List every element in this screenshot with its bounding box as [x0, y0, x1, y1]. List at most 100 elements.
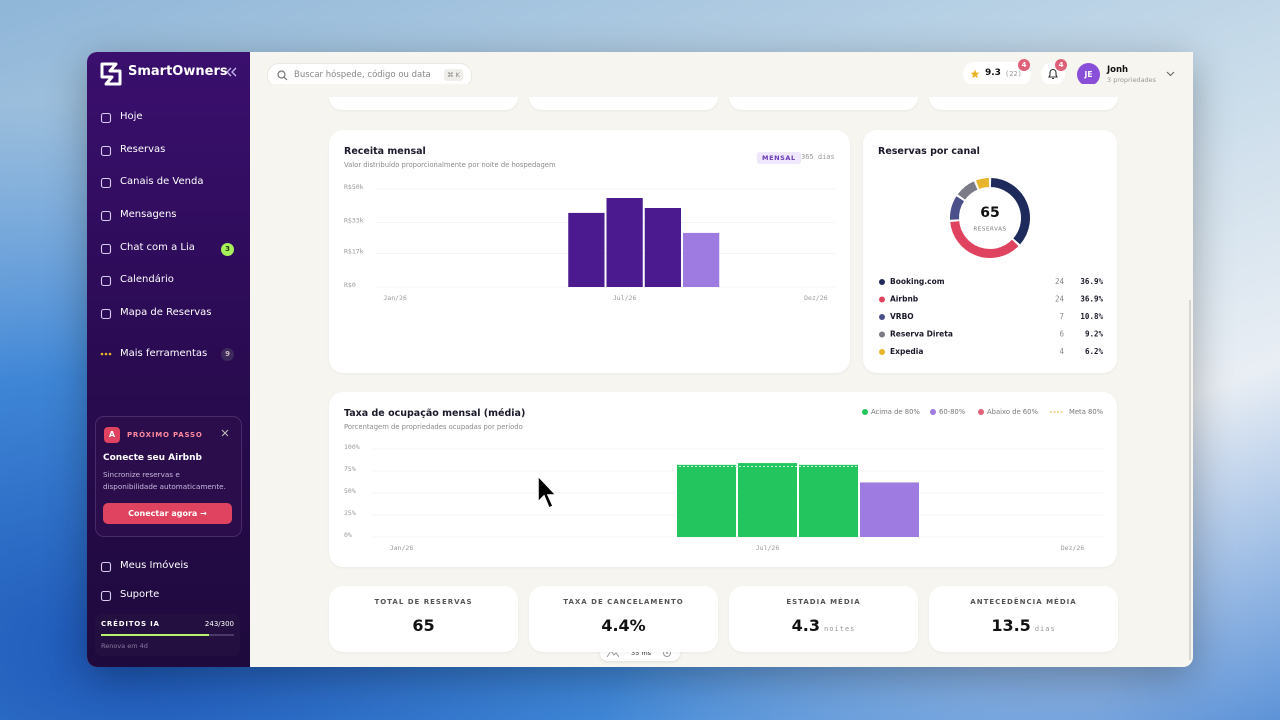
nav-label[interactable]: Calendário: [120, 274, 174, 285]
bar: [677, 464, 736, 537]
legend-label: Abaixo de 60%: [987, 408, 1038, 416]
donut-segment: [950, 220, 1019, 258]
logo: [100, 62, 122, 86]
icon: [100, 177, 112, 189]
nav-label[interactable]: Suporte: [120, 589, 160, 600]
donut-label: RESERVAS: [973, 227, 1006, 233]
scrollbar: [1189, 300, 1191, 660]
channel-name: Airbnb: [890, 295, 919, 304]
credits-label: CRÉDITOS IA: [101, 620, 160, 628]
icon: [100, 308, 112, 320]
stat-label: ANTECEDÊNCIA MÉDIA: [970, 598, 1077, 606]
nav-label[interactable]: Canais de Venda: [120, 176, 204, 187]
legend-label: Meta 80%: [1069, 408, 1104, 416]
search-placeholder: Buscar hóspede, código ou data: [294, 70, 431, 80]
channel-name: Booking.com: [890, 277, 945, 286]
period-badge[interactable]: MENSAL: [757, 152, 801, 164]
channel-name: VRBO: [890, 312, 914, 321]
y-tick-label: 50%: [344, 487, 356, 495]
stat-number: 4.3: [791, 616, 821, 635]
donut-segment: [950, 196, 965, 220]
channel-share: 36.9%: [1080, 295, 1103, 304]
x-tick-label: Jul/26: [613, 294, 637, 302]
y-tick-label: 25%: [344, 509, 356, 517]
user-sub: 3 propriedades: [1107, 76, 1157, 84]
donut-segment: [957, 181, 978, 200]
bar: [799, 464, 858, 537]
stat-value: 4.4%: [529, 616, 718, 635]
y-tick-label: R$33k: [344, 216, 364, 224]
stat-value: 13.5 dias: [929, 616, 1118, 635]
stat-unit: dias: [1034, 625, 1056, 633]
nav-label: Mais ferramentas: [120, 348, 208, 359]
channel-name: Expedia: [890, 347, 923, 356]
nav-label[interactable]: Mapa de Reservas: [120, 307, 212, 318]
card-title: Reservas por canal: [878, 146, 980, 157]
nav-label[interactable]: Mensagens: [120, 209, 177, 220]
nav-label[interactable]: Reservas: [120, 144, 166, 155]
promo-icon: A: [104, 427, 120, 443]
close-button[interactable]: [221, 429, 229, 437]
bar: [568, 212, 605, 287]
channel-share: 9.2%: [1085, 330, 1104, 339]
search-box[interactable]: Buscar hóspede, código ou data ⌘ K: [267, 63, 472, 88]
channel-share: 6.2%: [1085, 347, 1104, 356]
y-tick-label: R$0: [344, 281, 356, 289]
channel-count: 7: [1059, 312, 1064, 321]
icon: [100, 210, 112, 222]
avatar[interactable]: JE: [1077, 63, 1100, 86]
credits-value: 243/300: [204, 620, 234, 628]
icon: [100, 145, 112, 157]
rating-count: (22): [1005, 70, 1022, 78]
nav-label[interactable]: Chat com a Lia: [120, 242, 195, 253]
legend-label: 60-80%: [939, 408, 966, 416]
x-tick-label: Dez/26: [804, 294, 828, 302]
brand: SmartOwners: [128, 64, 228, 79]
x-tick-label: Jan/26: [390, 544, 414, 552]
badge: 9: [221, 348, 234, 361]
nav-label[interactable]: Hoje: [120, 111, 143, 122]
stat-value: 65: [329, 616, 518, 635]
legend-dot: [879, 296, 885, 303]
channel-count: 24: [1055, 295, 1065, 304]
notif-badge: 4: [1055, 59, 1067, 71]
y-tick-label: 0%: [344, 531, 352, 539]
bar: [860, 482, 919, 537]
promo-title: Conecte seu Airbnb: [103, 453, 202, 463]
card-subtitle: Valor distribuído proporcionalmente por …: [344, 161, 556, 169]
stat-card: ANTECEDÊNCIA MÉDIA 13.5 dias: [929, 586, 1118, 652]
cursor: [537, 475, 558, 510]
y-tick-label: 75%: [344, 465, 356, 473]
nav-label[interactable]: Meus Imóveis: [120, 560, 189, 571]
stat-label: TAXA DE CANCELAMENTO: [563, 598, 684, 606]
range: 365 dias: [801, 153, 835, 161]
stat-label: ESTADIA MÉDIA: [786, 598, 861, 606]
channel-count: 24: [1055, 277, 1065, 286]
stat-number: 4.4%: [601, 616, 646, 635]
donut-segment: [976, 178, 990, 190]
credits-fill: [101, 634, 209, 636]
legend-dot: [879, 314, 885, 320]
legend-swatch: [930, 409, 936, 415]
channel-name: Reserva Direta: [890, 330, 953, 339]
connect-button[interactable]: Conectar agora →: [103, 503, 232, 524]
stat-label: TOTAL DE RESERVAS: [374, 598, 473, 606]
legend-dot: [879, 279, 885, 285]
credits-box: CRÉDITOS IA 243/300 Renova em 4d: [95, 614, 240, 656]
rating: 9.3: [985, 68, 1001, 78]
collapse-button[interactable]: [225, 67, 237, 77]
user-menu[interactable]: [1166, 71, 1175, 77]
stat-unit: noites: [824, 625, 856, 633]
bar: [683, 232, 720, 287]
stat-value: 4.3 noites: [729, 616, 918, 635]
x-tick-label: Jan/26: [383, 294, 407, 302]
credits-track: [101, 634, 234, 636]
y-tick-label: R$17k: [344, 248, 364, 256]
channel-count: 6: [1059, 330, 1064, 339]
badge: 3: [221, 243, 234, 256]
card-title: Receita mensal: [344, 146, 426, 157]
card-title: Taxa de ocupação mensal (média): [344, 408, 526, 419]
stat-card: TAXA DE CANCELAMENTO 4.4%: [529, 586, 718, 652]
stat-card: TOTAL DE RESERVAS 65: [329, 586, 518, 652]
